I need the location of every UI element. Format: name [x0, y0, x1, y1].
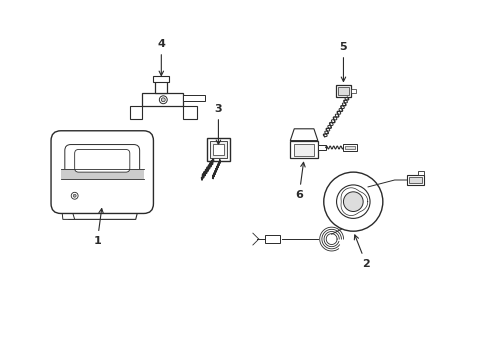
Text: 5: 5 — [340, 42, 347, 81]
Polygon shape — [155, 80, 167, 93]
Polygon shape — [153, 76, 169, 82]
Polygon shape — [130, 106, 142, 119]
Circle shape — [324, 172, 383, 231]
Polygon shape — [183, 106, 197, 119]
Polygon shape — [183, 95, 205, 101]
Polygon shape — [102, 189, 115, 199]
Text: 6: 6 — [295, 162, 305, 200]
Text: 2: 2 — [354, 235, 370, 269]
FancyBboxPatch shape — [65, 145, 140, 178]
Polygon shape — [318, 145, 326, 150]
FancyBboxPatch shape — [74, 149, 130, 172]
Text: 3: 3 — [215, 104, 222, 144]
Circle shape — [343, 192, 363, 212]
Polygon shape — [408, 175, 424, 185]
Polygon shape — [113, 189, 126, 199]
Circle shape — [73, 194, 76, 197]
Polygon shape — [294, 144, 314, 156]
FancyBboxPatch shape — [210, 141, 227, 158]
Polygon shape — [351, 89, 356, 93]
Text: 1: 1 — [94, 208, 103, 246]
Text: 4: 4 — [157, 39, 165, 76]
Polygon shape — [343, 144, 357, 152]
FancyBboxPatch shape — [51, 131, 153, 213]
FancyBboxPatch shape — [207, 138, 230, 161]
Bar — [61, 169, 144, 179]
Polygon shape — [61, 200, 74, 219]
Circle shape — [159, 96, 167, 104]
Polygon shape — [345, 145, 355, 149]
Polygon shape — [265, 235, 280, 243]
Polygon shape — [338, 87, 349, 95]
Polygon shape — [142, 93, 183, 106]
Polygon shape — [290, 129, 318, 141]
Circle shape — [161, 98, 165, 102]
Circle shape — [71, 192, 78, 199]
Polygon shape — [336, 85, 351, 97]
FancyBboxPatch shape — [213, 144, 224, 155]
Polygon shape — [65, 204, 140, 219]
Polygon shape — [290, 141, 318, 158]
Circle shape — [337, 185, 370, 219]
Polygon shape — [418, 171, 424, 175]
Polygon shape — [410, 177, 422, 183]
